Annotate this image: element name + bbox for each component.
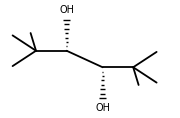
Text: OH: OH bbox=[59, 5, 74, 15]
Text: OH: OH bbox=[95, 103, 110, 113]
